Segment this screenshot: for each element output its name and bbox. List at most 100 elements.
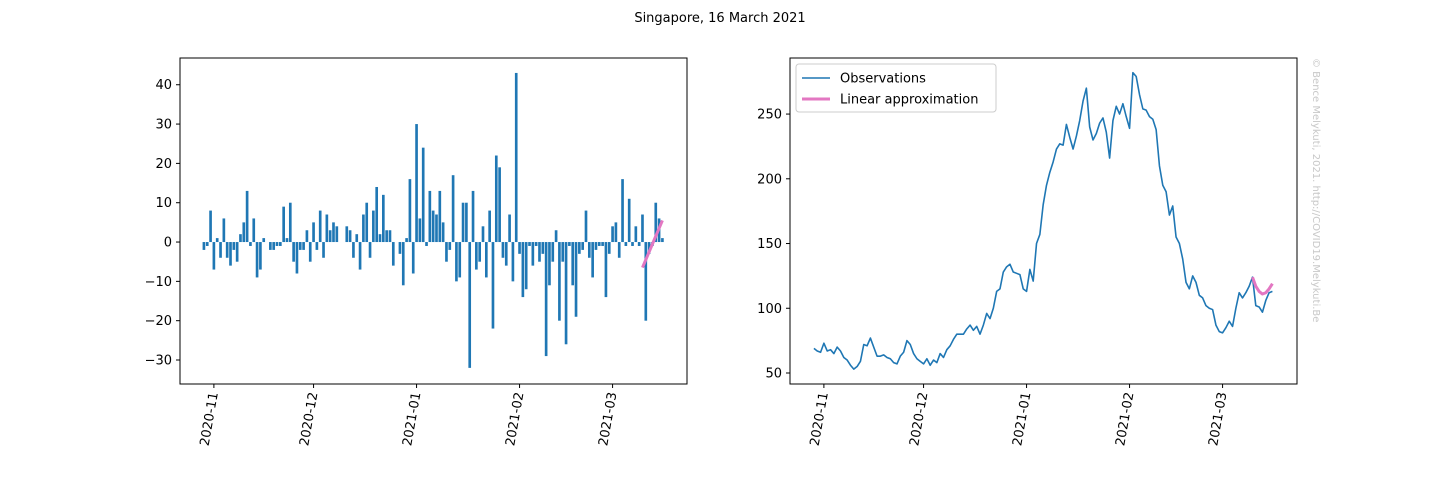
bar: [441, 222, 445, 243]
bar: [581, 242, 585, 250]
bar: [368, 242, 372, 258]
legend: Observations Linear approximation: [795, 63, 997, 113]
x-tick-label: 2020-12: [907, 391, 931, 447]
bar: [205, 242, 209, 246]
bar: [621, 179, 624, 243]
y-tick-label: 0: [164, 236, 172, 251]
y-tick-label: 200: [757, 172, 782, 187]
bar: [478, 242, 482, 262]
bar: [408, 179, 412, 243]
bar: [348, 230, 352, 243]
x-tick-label: 2021-03: [1206, 391, 1230, 447]
x-tick-label: 2021-01: [1010, 391, 1034, 447]
bar: [551, 242, 555, 262]
bar: [249, 242, 252, 246]
bar: [255, 242, 259, 278]
bar: [375, 186, 379, 243]
bar: [604, 242, 608, 298]
y-tick-label: −30: [145, 354, 172, 369]
bar: [584, 210, 588, 243]
bar: [637, 242, 641, 246]
bar: [484, 242, 488, 278]
bar: [528, 242, 531, 246]
bar: [345, 226, 349, 243]
bar: [624, 242, 628, 246]
bar: [332, 222, 335, 243]
bar: [568, 242, 571, 246]
bar: [222, 218, 226, 243]
bar: [325, 214, 329, 243]
bar: [501, 242, 505, 258]
y-tick-label: 50: [765, 366, 782, 381]
bar: [202, 242, 206, 250]
bar: [362, 214, 365, 243]
bar: [591, 242, 594, 278]
bar: [269, 242, 272, 250]
bar: [607, 242, 611, 254]
bar: [235, 242, 239, 262]
bar: [521, 242, 525, 298]
bar: [219, 242, 222, 258]
bar: [352, 242, 355, 258]
y-tick-label: 100: [757, 302, 782, 317]
bar: [272, 242, 276, 250]
bar: [445, 242, 448, 262]
bar: [611, 226, 614, 243]
bar: [229, 242, 232, 266]
bar: [318, 210, 322, 243]
y-tick-label: 30: [155, 118, 172, 133]
bar: [631, 242, 634, 246]
bar: [315, 242, 319, 250]
bar: [647, 242, 651, 254]
y-tick-label: 20: [155, 157, 172, 172]
bar: [514, 72, 518, 243]
bar: [355, 234, 359, 243]
y-tick-label: −10: [145, 275, 172, 290]
y-tick-label: 150: [757, 237, 782, 252]
bar: [614, 222, 618, 243]
bar: [262, 238, 266, 243]
bar: [418, 218, 422, 243]
axes-frame: [789, 57, 1298, 385]
bar: [398, 242, 402, 254]
bar: [494, 155, 498, 243]
bar: [531, 242, 535, 266]
bar: [498, 167, 501, 243]
bar: [468, 242, 472, 368]
bar: [594, 242, 598, 250]
bar: [641, 214, 644, 243]
legend-frame: [795, 63, 997, 113]
bar: [292, 242, 295, 262]
bar: [617, 242, 621, 258]
bar: [654, 202, 658, 243]
bar: [225, 242, 229, 258]
bar: [564, 242, 568, 345]
bar: [282, 206, 285, 243]
bar: [308, 242, 312, 262]
bar: [239, 234, 242, 243]
bar: [298, 242, 302, 250]
bar: [431, 210, 435, 243]
bar: [574, 242, 578, 317]
axes: 50 100 150 200 250 2020-11 2020-12 2021-01 2021-…: [757, 57, 1298, 447]
bar: [491, 242, 495, 329]
bar: [578, 242, 581, 254]
y-tick-label: 40: [155, 78, 172, 93]
bar: [438, 190, 442, 243]
bar: [524, 242, 528, 290]
bar: [661, 238, 664, 243]
figure-title: Singapore, 16 March 2021: [634, 11, 805, 26]
x-tick-label: 2021-03: [596, 391, 620, 447]
bar: [388, 230, 392, 243]
bar: [391, 242, 395, 266]
bar: [558, 242, 561, 321]
bar: [335, 226, 339, 243]
x-tick-label: 2020-12: [297, 391, 321, 447]
bar: [259, 242, 262, 270]
x-tick-label: 2020-11: [198, 391, 222, 447]
bar: [488, 210, 491, 243]
bar: [548, 242, 551, 286]
bar: [518, 242, 521, 254]
bar: [534, 242, 538, 246]
legend-label: Observations: [840, 72, 926, 87]
